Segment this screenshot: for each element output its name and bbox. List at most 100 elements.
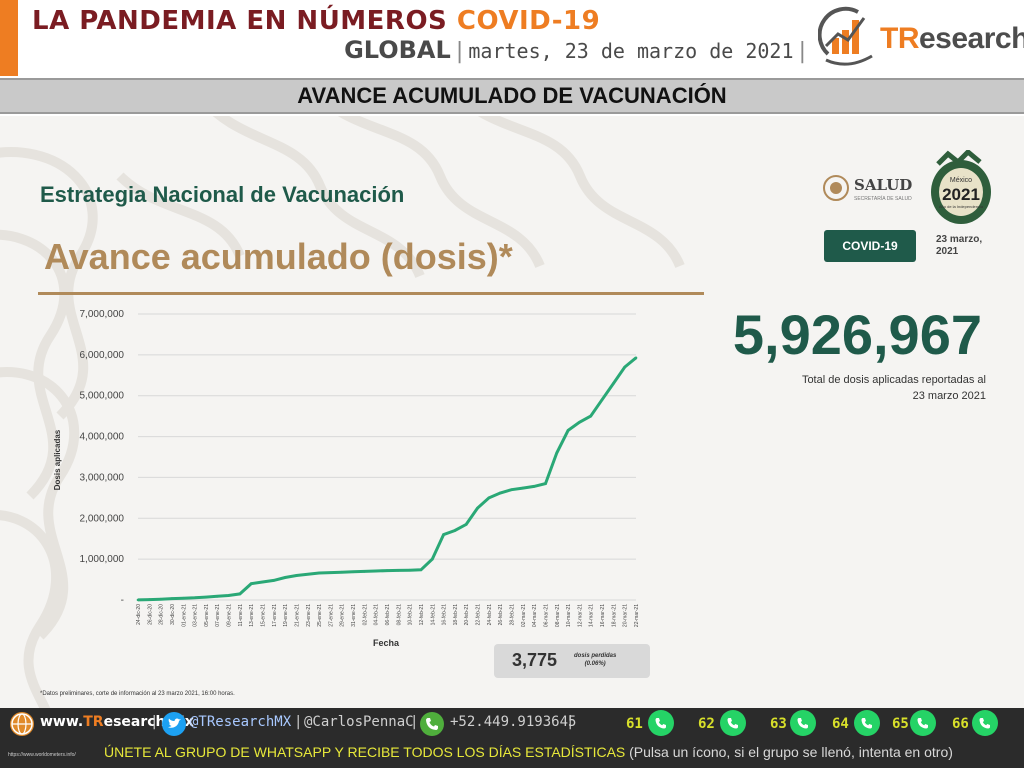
phone-icon[interactable] bbox=[420, 712, 444, 736]
whatsapp-group-number: 63 bbox=[770, 716, 787, 732]
x-tick-label: 12-mar-21 bbox=[577, 604, 583, 627]
data-point bbox=[600, 398, 604, 402]
total-doses-value: 5,926,967 bbox=[732, 303, 982, 366]
mexico-2021-seal: México 2021 Año de la Independencia bbox=[928, 148, 994, 226]
badge-date: 23 marzo, 2021 bbox=[936, 234, 983, 257]
cta-main: ÚNETE AL GRUPO DE WHATSAPP Y RECIBE TODO… bbox=[104, 744, 626, 760]
y-tick-label: 3,000,000 bbox=[80, 472, 125, 483]
x-tick-label: 14-feb-21 bbox=[430, 604, 436, 626]
data-point bbox=[374, 569, 377, 573]
x-tick-label: 31-ene-21 bbox=[351, 604, 357, 627]
header-date: martes, 23 de marzo de 2021 bbox=[468, 39, 794, 63]
data-point bbox=[261, 580, 264, 584]
cta-hint: (Pulsa un ícono, si el grupo se llenó, i… bbox=[629, 744, 953, 760]
source-url[interactable]: https://www.worldometers.info/ bbox=[8, 752, 76, 758]
whatsapp-group-number: 66 bbox=[952, 716, 969, 732]
x-tick-label: 14-mar-21 bbox=[589, 604, 595, 627]
data-point bbox=[510, 488, 513, 491]
data-point bbox=[634, 356, 638, 360]
salud-text: SALUD bbox=[854, 176, 913, 194]
data-point bbox=[555, 451, 559, 455]
y-tick-label: 6,000,000 bbox=[80, 350, 125, 361]
lost-doses-value: 3,775 bbox=[512, 650, 558, 670]
x-tick-label: 22-mar-21 bbox=[634, 604, 640, 627]
data-point bbox=[181, 596, 185, 600]
whatsapp-icon[interactable] bbox=[854, 710, 880, 736]
x-tick-label: 06-mar-21 bbox=[543, 604, 549, 627]
data-point bbox=[385, 569, 389, 572]
data-point bbox=[351, 570, 355, 574]
data-point bbox=[204, 595, 208, 599]
data-point bbox=[442, 533, 445, 536]
x-tick-label: 18-mar-21 bbox=[611, 604, 617, 627]
x-tick-label: 20-feb-21 bbox=[464, 604, 470, 626]
y-tick-label: 2,000,000 bbox=[80, 513, 125, 524]
x-tick-label: 22-feb-21 bbox=[476, 604, 482, 626]
x-tick-label: 20-mar-21 bbox=[623, 604, 629, 627]
x-tick-label: 12-feb-21 bbox=[419, 604, 425, 626]
data-point bbox=[227, 594, 230, 597]
x-tick-label: 03-ene-21 bbox=[193, 604, 199, 627]
x-tick-label: 10-mar-21 bbox=[566, 604, 572, 627]
footer-separator: | bbox=[294, 714, 303, 730]
twitter-handle[interactable]: @TResearchMX bbox=[190, 714, 292, 730]
whatsapp-icon[interactable] bbox=[910, 710, 936, 736]
x-tick-label: 10-feb-21 bbox=[408, 604, 414, 626]
chart-gridlines bbox=[138, 313, 636, 601]
x-tick-label: 04-mar-21 bbox=[532, 604, 538, 627]
data-point bbox=[419, 568, 423, 572]
whatsapp-icon[interactable] bbox=[720, 710, 746, 736]
x-tick-label: 16-mar-21 bbox=[600, 604, 606, 627]
y-axis-tick-labels: 7,000,000 6,000,000 5,000,000 4,000,000 3,00… bbox=[80, 309, 125, 606]
header-end-separator: | bbox=[798, 39, 806, 64]
data-point bbox=[148, 598, 151, 601]
footer-contact-row: www.TResearch.Mx | @TResearchMX | @Carlo… bbox=[0, 708, 1024, 742]
y-axis-label: Dosis aplicadas bbox=[53, 429, 62, 490]
x-axis-label: Fecha bbox=[373, 638, 400, 648]
tresearch-logo[interactable]: TResearch bbox=[817, 6, 1024, 72]
whatsapp-icon[interactable] bbox=[972, 710, 998, 736]
personal-handle[interactable]: @CarlosPennaC bbox=[304, 714, 414, 730]
vaccination-line-chart: 7,000,000 6,000,000 5,000,000 4,000,000 3,00… bbox=[53, 309, 640, 648]
chart-heading: Avance acumulado (dosis)* bbox=[44, 236, 513, 277]
whatsapp-icon[interactable] bbox=[790, 710, 816, 736]
globe-icon[interactable] bbox=[10, 712, 34, 736]
twitter-icon[interactable] bbox=[162, 712, 186, 736]
y-tick-label: 1,000,000 bbox=[80, 554, 125, 565]
tresearch-logo-icon bbox=[817, 6, 873, 66]
data-point bbox=[498, 491, 502, 495]
x-tick-label: 30-dic-20 bbox=[170, 604, 176, 625]
data-point bbox=[283, 576, 287, 579]
x-tick-label: 04-feb-21 bbox=[374, 604, 380, 626]
data-point bbox=[521, 486, 525, 490]
svg-text:México: México bbox=[950, 177, 972, 184]
logo-text: TResearch bbox=[880, 22, 1024, 55]
x-tick-label: 26-dic-20 bbox=[147, 604, 153, 625]
whatsapp-icon[interactable] bbox=[648, 710, 674, 736]
x-tick-label: 05-ene-21 bbox=[204, 604, 210, 627]
data-point bbox=[193, 596, 196, 600]
data-point bbox=[453, 529, 457, 532]
x-tick-label: 28-feb-21 bbox=[510, 604, 516, 626]
data-point bbox=[306, 572, 310, 576]
footer-separator: | bbox=[566, 714, 575, 730]
footer-separator: | bbox=[150, 714, 159, 730]
strategy-title: Estrategia Nacional de Vacunación bbox=[40, 182, 405, 207]
page-title: LA PANDEMIA EN NÚMEROS COVID-19 bbox=[32, 6, 600, 36]
x-tick-label: 25-ene-21 bbox=[317, 604, 323, 627]
data-point bbox=[136, 598, 140, 602]
global-label: GLOBAL bbox=[344, 36, 451, 64]
data-point bbox=[623, 365, 626, 369]
phone-number[interactable]: +52.449.9193645 bbox=[450, 714, 577, 730]
x-tick-label: 21-ene-21 bbox=[294, 604, 300, 627]
x-tick-label: 02-mar-21 bbox=[521, 604, 527, 627]
lost-doses-box: 3,775 dosis perdidas (0.06%) bbox=[494, 644, 650, 678]
data-point bbox=[249, 582, 253, 585]
x-tick-label: 09-ene-21 bbox=[227, 604, 233, 627]
title-accent: COVID-19 bbox=[456, 6, 601, 36]
y-tick-label: 4,000,000 bbox=[80, 432, 125, 443]
salud-logo: SALUD SECRETARÍA DE SALUD bbox=[822, 172, 922, 208]
data-points bbox=[136, 356, 638, 602]
data-point bbox=[544, 482, 547, 485]
x-tick-label: 24-dic-20 bbox=[136, 604, 142, 625]
